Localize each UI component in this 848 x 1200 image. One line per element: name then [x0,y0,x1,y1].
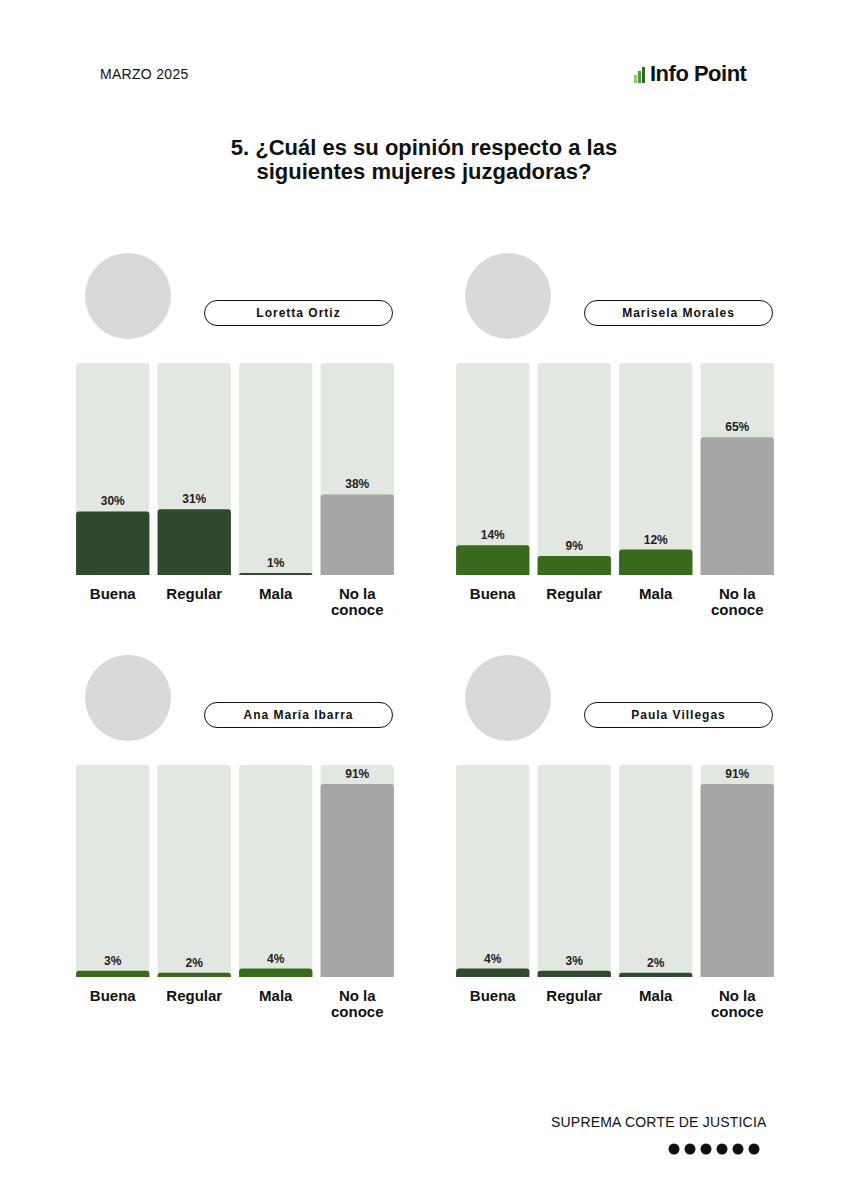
html-text:Loretta Ortiz: Loretta Ortiz [256,306,341,320]
svg-text:conoce: conoce [331,1003,384,1020]
html-text:Paula Villegas: Paula Villegas [631,708,726,722]
svg-text:65%: 65% [725,420,749,434]
svg-text:conoce: conoce [711,601,764,618]
html-text:5. ¿Cuál es su opinión respect: 5. ¿Cuál es su opinión respecto a las si… [230,135,618,184]
svg-text:4%: 4% [267,952,285,966]
svg-text:38%: 38% [345,477,369,491]
svg-text:No la: No la [719,987,756,1004]
svg-text:Buena: Buena [90,987,137,1004]
svg-text:Buena: Buena [470,585,517,602]
svg-text:91%: 91% [725,767,749,781]
svg-text:No la: No la [339,987,376,1004]
svg-text:Mala: Mala [259,987,293,1004]
svg-text:30%: 30% [101,494,125,508]
svg-text:1%: 1% [267,556,285,570]
svg-text:Regular: Regular [166,987,222,1004]
svg-text:Regular: Regular [546,585,602,602]
svg-text:2%: 2% [186,956,204,970]
svg-text:3%: 3% [104,954,122,968]
svg-text:14%: 14% [481,528,505,542]
svg-text:12%: 12% [644,533,668,547]
html-text:Info Point: Info Point [650,61,747,86]
svg-text:Buena: Buena [90,585,137,602]
svg-text:91%: 91% [345,767,369,781]
svg-text:Mala: Mala [259,585,293,602]
svg-text:Mala: Mala [639,585,673,602]
svg-text:2%: 2% [647,956,665,970]
svg-text:No la: No la [719,585,756,602]
svg-text:Regular: Regular [546,987,602,1004]
html-text:SUPREMA CORTE DE JUSTICIA: SUPREMA CORTE DE JUSTICIA [551,1114,767,1130]
html-text:Marisela Morales: Marisela Morales [622,306,735,320]
svg-text:conoce: conoce [711,1003,764,1020]
svg-text:conoce: conoce [331,601,384,618]
svg-text:4%: 4% [484,952,502,966]
html-text:Ana María Ibarra: Ana María Ibarra [243,708,354,722]
svg-text:No la: No la [339,585,376,602]
svg-text:31%: 31% [182,492,206,506]
svg-text:Regular: Regular [166,585,222,602]
svg-text:3%: 3% [566,954,584,968]
svg-text:Buena: Buena [470,987,517,1004]
svg-text:Mala: Mala [639,987,673,1004]
svg-text:9%: 9% [566,539,584,553]
html-text:MARZO 2025: MARZO 2025 [100,66,189,82]
